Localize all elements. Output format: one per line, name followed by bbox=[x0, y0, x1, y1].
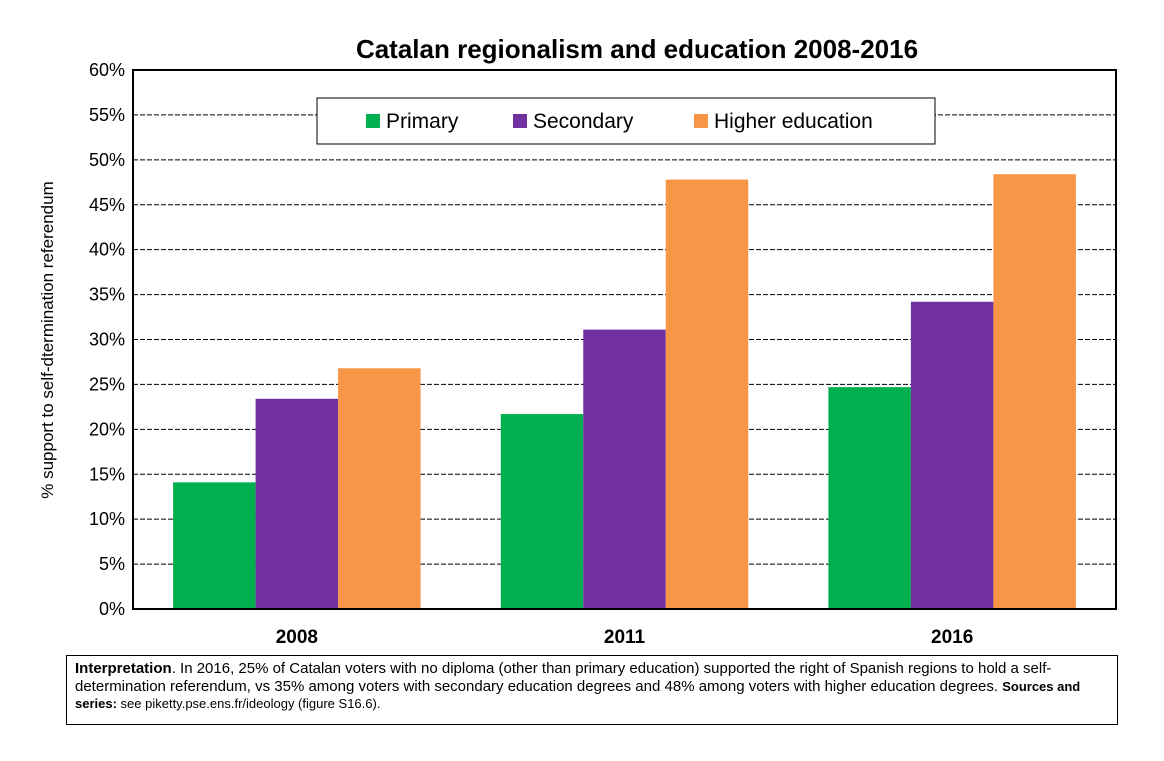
y-tick-labels: 0% 5% 10% 15% 20% 25% 30% 35% 40% 45% 50% 55% 60% bbox=[89, 60, 125, 619]
bar-primary-2008 bbox=[173, 482, 256, 609]
x-tick-label: 2008 bbox=[276, 627, 318, 648]
sources-text: see piketty.pse.ens.fr/ideology (figure … bbox=[116, 696, 381, 711]
y-tick-label: 50% bbox=[89, 150, 125, 170]
y-tick-label: 10% bbox=[89, 509, 125, 529]
y-tick-label: 45% bbox=[89, 195, 125, 215]
legend-label: Primary bbox=[386, 110, 459, 133]
y-tick-label: 55% bbox=[89, 105, 125, 125]
chart: Catalan regionalism and education 2008-2… bbox=[38, 34, 1117, 648]
bar-primary-2016 bbox=[828, 387, 911, 609]
bar-higher-education-2016 bbox=[993, 174, 1076, 609]
y-tick-label: 0% bbox=[99, 599, 125, 619]
sources-label: Sources and series: bbox=[75, 678, 1081, 712]
plot-area-frame bbox=[132, 69, 1117, 610]
bar-primary-2011 bbox=[500, 414, 584, 609]
x-tick-label: 2016 bbox=[931, 627, 973, 648]
bar-secondary-2008 bbox=[255, 398, 339, 609]
legend-box bbox=[316, 97, 936, 145]
y-tick-label: 60% bbox=[89, 60, 125, 80]
y-tick-label: 15% bbox=[89, 464, 125, 484]
legend-swatch bbox=[366, 114, 380, 128]
x-tick-label: 2011 bbox=[604, 627, 646, 648]
chart-title: Catalan regionalism and education 2008-2… bbox=[356, 34, 918, 64]
bar-higher-education-2011 bbox=[665, 179, 749, 609]
y-tick-label: 40% bbox=[89, 240, 125, 260]
interpretation-note: Interpretation. In 2016, 25% of Catalan … bbox=[66, 655, 1118, 725]
y-tick-label: 20% bbox=[89, 419, 125, 439]
legend-swatch bbox=[513, 114, 527, 128]
legend-swatch bbox=[694, 114, 708, 128]
bars bbox=[173, 174, 1076, 609]
bar-secondary-2016 bbox=[910, 301, 994, 609]
legend-label: Secondary bbox=[533, 110, 634, 133]
x-tick-labels: 2008 2011 2016 bbox=[276, 627, 974, 648]
y-tick-label: 30% bbox=[89, 330, 125, 350]
y-tick-label: 5% bbox=[99, 554, 125, 574]
legend: Primary Secondary Higher education bbox=[316, 97, 936, 145]
bar-higher-education-2008 bbox=[338, 368, 421, 609]
legend-label: Higher education bbox=[714, 110, 873, 133]
interpretation-label: Interpretation bbox=[75, 660, 172, 677]
bar-secondary-2011 bbox=[583, 329, 666, 609]
y-tick-label: 25% bbox=[89, 374, 125, 394]
y-axis-label: % support to self-dtermination referendu… bbox=[38, 181, 57, 499]
y-tick-label: 35% bbox=[89, 285, 125, 305]
interpretation-text: . In 2016, 25% of Catalan voters with no… bbox=[75, 660, 1052, 695]
